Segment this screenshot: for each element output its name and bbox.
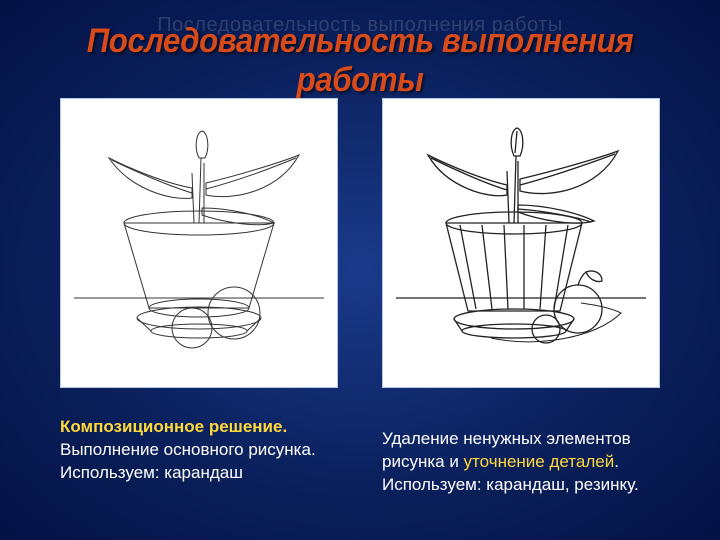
construction-sketch-icon — [74, 113, 324, 373]
right-caption-line1a: Удаление ненужных элементов — [382, 429, 631, 448]
left-caption: Композиционное решение. Выполнение основ… — [60, 416, 338, 485]
panels-row: Композиционное решение. Выполнение основ… — [0, 98, 720, 497]
right-caption-line1b: рисунка и — [382, 452, 464, 471]
left-caption-line1: Выполнение основного рисунка. — [60, 440, 316, 459]
page-title: Последовательность выполнения работы — [29, 22, 691, 100]
left-caption-heading: Композиционное решение. — [60, 417, 287, 436]
right-caption: Удаление ненужных элементов рисунка и ут… — [382, 428, 660, 497]
right-caption-highlight: уточнение деталей — [464, 452, 615, 471]
right-caption-line1c: . — [614, 452, 619, 471]
left-caption-line2: Используем: карандаш — [60, 463, 243, 482]
right-image-box — [382, 98, 660, 388]
panel-right: Удаление ненужных элементов рисунка и ут… — [382, 98, 660, 497]
panel-left: Композиционное решение. Выполнение основ… — [60, 98, 338, 497]
right-caption-line2: Используем: карандаш, резинку. — [382, 475, 639, 494]
refined-sketch-icon — [396, 113, 646, 373]
left-image-box — [60, 98, 338, 388]
